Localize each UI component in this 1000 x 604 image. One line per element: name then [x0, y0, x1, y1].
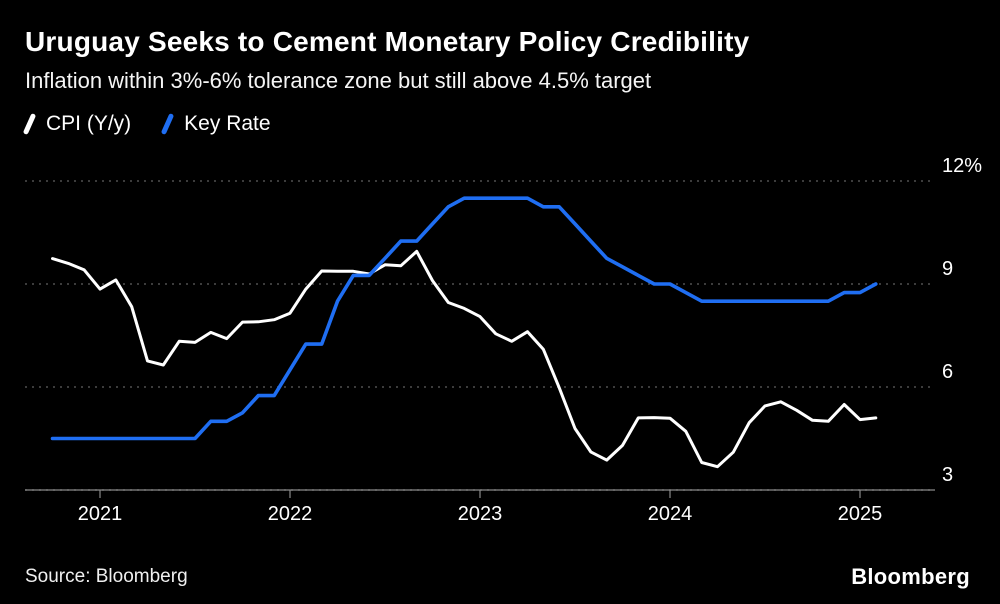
source-text: Source: Bloomberg — [25, 566, 188, 587]
x-axis-label: 2021 — [78, 503, 123, 525]
key-rate-slash-icon — [160, 112, 175, 136]
bloomberg-logo: Bloomberg — [851, 564, 970, 589]
legend: CPI (Y/y) Key Rate — [22, 112, 271, 136]
legend-label-cpi: CPI (Y/y) — [46, 112, 132, 135]
chart-title: Uruguay Seeks to Cement Monetary Policy … — [25, 26, 750, 57]
x-axis-label: 2023 — [458, 503, 503, 525]
legend-item-cpi: CPI (Y/y) — [22, 112, 132, 136]
y-axis-label: 9 — [942, 258, 953, 280]
x-axis-label: 2022 — [268, 503, 313, 525]
y-axis-label: 6 — [942, 361, 953, 383]
chart-subtitle: Inflation within 3%-6% tolerance zone bu… — [25, 68, 652, 93]
legend-item-key-rate: Key Rate — [160, 112, 271, 136]
cpi-slash-icon — [22, 112, 37, 136]
y-axis-label: 3 — [942, 464, 953, 486]
key-rate-line — [50, 196, 878, 441]
x-axis-label: 2024 — [648, 503, 693, 525]
legend-label-key-rate: Key Rate — [184, 112, 271, 135]
cpi-line — [51, 249, 878, 469]
y-axis-label: 12% — [942, 155, 982, 177]
x-axis-label: 2025 — [838, 503, 883, 525]
